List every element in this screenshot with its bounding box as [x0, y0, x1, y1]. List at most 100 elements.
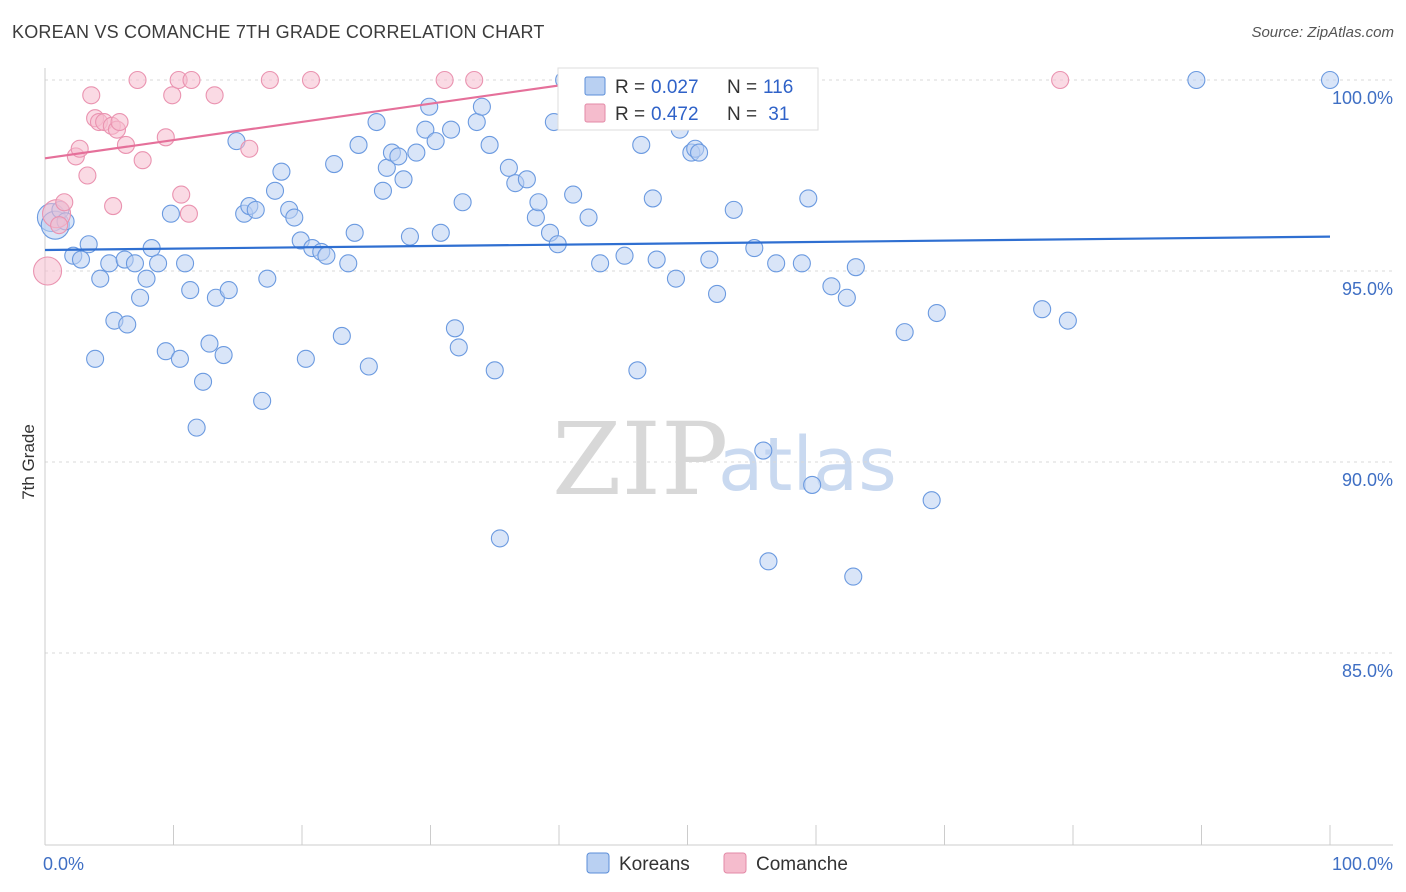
point-comanche-0	[33, 256, 63, 286]
point-koreans-5	[71, 250, 91, 269]
point-koreans-25	[200, 334, 219, 353]
point-koreans-73	[517, 170, 536, 189]
point-koreans-28	[219, 281, 238, 300]
point-koreans-85	[628, 361, 647, 380]
point-koreans-99	[745, 239, 764, 258]
point-comanche-23	[182, 70, 201, 90]
point-koreans-51	[373, 181, 393, 200]
point-koreans-13	[125, 254, 144, 273]
point-comanche-7	[82, 86, 101, 105]
point-koreans-54	[389, 147, 408, 166]
point-koreans-71	[499, 158, 518, 177]
point-koreans-48	[349, 135, 368, 154]
point-koreans-109	[846, 258, 865, 277]
y-tick-label-3: 85.0%	[1342, 661, 1393, 681]
trend-lines	[44, 78, 1331, 252]
point-koreans-86	[632, 135, 651, 154]
legend-r-value-comanche: 0.472	[651, 104, 699, 125]
point-koreans-61	[431, 223, 450, 242]
point-koreans-112	[927, 303, 946, 323]
point-comanche-14	[110, 112, 129, 132]
legend-n-value-koreans: 116	[763, 77, 793, 98]
watermark-atlas: atlas	[718, 422, 897, 508]
point-koreans-66	[467, 112, 486, 132]
point-koreans-59	[420, 97, 439, 116]
point-koreans-12	[118, 315, 137, 334]
point-koreans-108	[844, 567, 863, 586]
point-comanche-22	[179, 204, 198, 223]
gridlines	[45, 79, 1393, 654]
point-koreans-27	[214, 345, 233, 365]
point-koreans-94	[690, 143, 709, 162]
series-comanche-points	[33, 70, 1070, 286]
point-koreans-40	[296, 349, 315, 368]
point-koreans-33	[253, 391, 272, 410]
point-koreans-34	[258, 269, 277, 288]
point-koreans-107	[837, 288, 856, 307]
point-koreans-97	[724, 200, 743, 219]
point-koreans-67	[472, 97, 491, 116]
point-koreans-20	[170, 349, 189, 368]
y-tick-label-1: 95.0%	[1342, 279, 1393, 299]
point-koreans-55	[394, 170, 413, 189]
point-koreans-7	[86, 349, 105, 368]
bottom-legend: Koreans Comanche	[586, 852, 848, 875]
point-koreans-32	[246, 200, 265, 219]
point-koreans-113	[1033, 300, 1052, 319]
point-koreans-96	[708, 284, 727, 303]
point-comanche-18	[156, 128, 175, 147]
point-koreans-44	[325, 154, 344, 174]
point-koreans-101	[759, 552, 778, 571]
legend-n-label-comanche: N =	[727, 104, 757, 125]
point-koreans-17	[149, 254, 168, 273]
point-koreans-75	[529, 193, 548, 212]
point-comanche-17	[133, 151, 152, 170]
point-koreans-56	[400, 227, 419, 246]
point-comanche-28	[435, 70, 454, 90]
point-koreans-102	[767, 254, 786, 273]
point-comanche-3	[50, 216, 69, 235]
trendline-comanche	[44, 78, 598, 160]
trendline-koreans	[44, 235, 1331, 252]
legend-swatch-comanche	[584, 103, 606, 123]
y-tick-labels: 100.0% 95.0% 90.0% 85.0%	[1332, 88, 1393, 681]
watermark-zip: ZIP	[552, 401, 728, 518]
point-koreans-60	[426, 132, 445, 151]
point-koreans-65	[453, 193, 472, 212]
point-comanche-19	[163, 86, 182, 105]
legend-r-label-koreans: R =	[615, 77, 645, 98]
point-koreans-19	[161, 204, 180, 223]
point-koreans-70	[490, 529, 509, 548]
point-koreans-21	[176, 254, 195, 273]
point-koreans-106	[822, 277, 841, 296]
point-koreans-100	[754, 441, 773, 460]
point-koreans-35	[265, 181, 285, 200]
point-comanche-26	[260, 70, 279, 90]
point-koreans-103	[792, 254, 811, 273]
point-koreans-74	[526, 208, 545, 227]
point-comanche-29	[465, 70, 484, 90]
legend-n-value-comanche: 31	[763, 104, 789, 125]
point-koreans-49	[359, 357, 378, 376]
point-koreans-80	[564, 185, 583, 204]
point-koreans-84	[615, 246, 634, 265]
point-koreans-14	[131, 288, 150, 307]
point-koreans-116	[1320, 70, 1340, 90]
point-koreans-81	[579, 208, 598, 227]
y-tick-label-0: 100.0%	[1332, 88, 1393, 108]
point-koreans-105	[803, 475, 822, 494]
point-koreans-22	[181, 281, 200, 300]
point-comanche-25	[240, 139, 259, 158]
point-comanche-21	[172, 185, 191, 204]
point-koreans-95	[700, 250, 719, 269]
x-tick-label-right: 100.0%	[1332, 854, 1393, 874]
point-koreans-50	[367, 112, 386, 132]
x-tick-label-left: 0.0%	[43, 854, 84, 874]
point-koreans-15	[137, 269, 156, 288]
legend: R = 0.027 N = 116 R = 0.472 N = 31	[557, 67, 819, 131]
bottom-legend-swatch-comanche	[723, 852, 747, 874]
point-comanche-24	[205, 86, 224, 105]
point-koreans-68	[480, 135, 499, 154]
point-koreans-64	[449, 338, 468, 357]
axes	[44, 68, 1393, 846]
